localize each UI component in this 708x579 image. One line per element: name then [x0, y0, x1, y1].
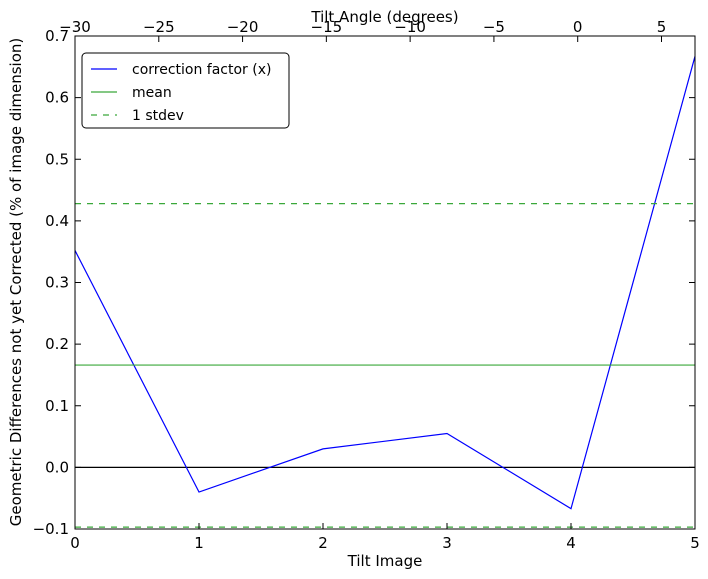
y-tick-label-2: 0.1 [45, 397, 69, 415]
tick-labels: 0 1 2 3 4 5 −0.1 0.0 0.1 0.2 0.3 0.4 0.5 0.6 0.7−30 −25… [33, 18, 700, 552]
legend-label-mean: mean [132, 85, 172, 101]
y-tick-label-8: 0.7 [45, 27, 69, 45]
y-tick-label-1: 0.0 [45, 458, 69, 476]
plot-lines [74, 56, 696, 528]
top-x-tick-label-7: 5 [657, 18, 667, 36]
y-axis-title: Geometric Differences not yet Corrected … [7, 38, 25, 527]
x-tick-label-3: 3 [442, 534, 452, 552]
y-tick-label-3: 0.2 [45, 335, 69, 353]
legend-label-correction-factor: correction factor (x) [132, 62, 271, 78]
x-tick-label-1: 1 [194, 534, 204, 552]
y-tick-label-0: −0.1 [33, 520, 69, 538]
x-axis-title: Tilt Image [347, 552, 423, 570]
x-tick-label-2: 2 [318, 534, 328, 552]
top-x-tick-label-5: −5 [483, 18, 505, 36]
y-tick-label-7: 0.6 [45, 89, 69, 107]
series-line-correction-factor-x [74, 56, 696, 510]
top-x-tick-label-6: 0 [573, 18, 583, 36]
top-x-tick-label-2: −20 [227, 18, 259, 36]
y-tick-label-4: 0.3 [45, 274, 69, 292]
x-tick-label-4: 4 [566, 534, 576, 552]
top-x-tick-label-0: −30 [59, 18, 91, 36]
legend-label-stdev: 1 stdev [132, 108, 184, 124]
ticks [74, 35, 696, 530]
y-tick-label-5: 0.4 [45, 212, 69, 230]
x-tick-label-0: 0 [70, 534, 80, 552]
legend: correction factor (x) mean 1 stdev [81, 52, 290, 129]
y-tick-label-6: 0.5 [45, 150, 69, 168]
top-x-tick-label-1: −25 [143, 18, 175, 36]
top-x-axis-title: Tilt Angle (degrees) [310, 8, 458, 26]
x-tick-label-5: 5 [690, 534, 700, 552]
top-x-tick-label-4: −10 [394, 18, 426, 36]
top-x-tick-label-3: −15 [311, 18, 343, 36]
legend-box [81, 52, 290, 129]
